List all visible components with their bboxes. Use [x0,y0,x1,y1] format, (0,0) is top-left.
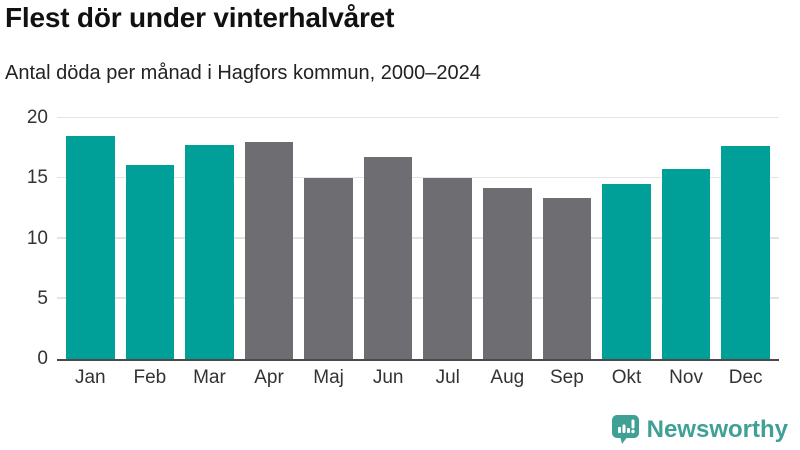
chart-title: Flest dör under vinterhalvåret [5,2,395,33]
logo-text[interactable]: Newsworthy [646,415,788,443]
newsworthy-logo[interactable]: Newsworthy [611,415,788,444]
bar-jun [363,156,413,359]
x-tick-label-aug: Aug [490,367,525,388]
chart-subtitle: Antal döda per månad i Hagfors kommun, 2… [5,62,481,84]
bar-chart-speech-bubble-icon [611,415,639,444]
gridline-20 [57,116,779,118]
x-tick-label-sep: Sep [550,367,584,388]
x-tick-label-jul: Jul [435,367,460,388]
bar-jul [423,178,473,359]
x-tick-label-mar: Mar [193,367,226,388]
x-tick-label-dec: Dec [728,367,763,388]
x-tick-label-feb: Feb [133,367,167,388]
x-tick-label-maj: Maj [313,367,344,388]
bar-sep [542,197,592,359]
x-tick-label-apr: Apr [254,367,284,388]
y-tick-label-10: 10 [26,227,48,249]
x-tick-label-okt: Okt [611,367,642,388]
plot-area [57,116,779,361]
x-tick-label-nov: Nov [669,367,703,388]
x-axis-labels: Jan Feb Mar Apr Maj Jun Jul Aug Sep Okt Nov Dec [57,367,779,389]
bars [57,118,779,359]
bar-apr [244,142,294,359]
gridline-5 [57,297,779,299]
bar-okt [602,184,651,359]
y-axis-labels: 0 5 10 15 20 [0,107,48,369]
y-tick-label-5: 5 [37,287,48,309]
bar-jan [66,136,115,359]
y-tick-label-0: 0 [37,348,48,369]
bar-feb [125,165,175,359]
x-tick-label-jun: Jun [372,367,404,388]
y-tick-label-20: 20 [26,107,48,128]
gridline-15 [57,176,779,179]
x-axis-line [57,358,779,361]
bar-nov [661,168,711,359]
bar-aug [483,187,532,359]
y-tick-label-15: 15 [26,167,48,189]
bar-maj [304,178,353,359]
gridline-10 [57,237,779,239]
x-tick-label-jan: Jan [74,367,106,388]
bar-dec [721,145,770,359]
bar-mar [185,144,234,359]
